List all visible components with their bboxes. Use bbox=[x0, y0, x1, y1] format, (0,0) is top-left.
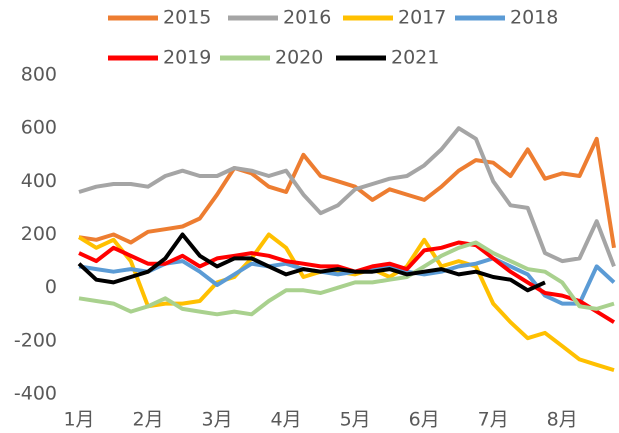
y-tick-label: -400 bbox=[14, 383, 57, 405]
legend-label: 2018 bbox=[510, 7, 558, 29]
y-tick-label: 800 bbox=[21, 64, 57, 86]
y-tick-label: -200 bbox=[14, 329, 57, 351]
y-tick-label: 200 bbox=[21, 223, 57, 245]
legend-label: 2017 bbox=[398, 7, 446, 29]
y-tick-label: 600 bbox=[21, 117, 57, 139]
y-tick-label: 400 bbox=[21, 170, 57, 192]
legend-label: 2015 bbox=[163, 7, 211, 29]
x-tick-label: 7月 bbox=[478, 409, 509, 431]
series-line bbox=[77, 232, 546, 293]
x-tick-label: 4月 bbox=[271, 409, 302, 431]
series-line bbox=[78, 126, 616, 268]
x-tick-label: 5月 bbox=[340, 409, 371, 431]
x-tick-label: 2月 bbox=[132, 409, 163, 431]
x-tick-label: 1月 bbox=[63, 409, 94, 431]
legend-label: 2019 bbox=[163, 47, 211, 69]
legend-label: 2020 bbox=[275, 47, 323, 69]
series-line bbox=[78, 136, 616, 249]
x-tick-label: 8月 bbox=[547, 409, 578, 431]
legend-label: 2016 bbox=[283, 7, 331, 29]
y-tick-label: 0 bbox=[45, 276, 57, 298]
x-tick-label: 3月 bbox=[202, 409, 233, 431]
series-line bbox=[78, 240, 615, 317]
x-tick-label: 6月 bbox=[409, 409, 440, 431]
legend-label: 2021 bbox=[391, 47, 439, 69]
